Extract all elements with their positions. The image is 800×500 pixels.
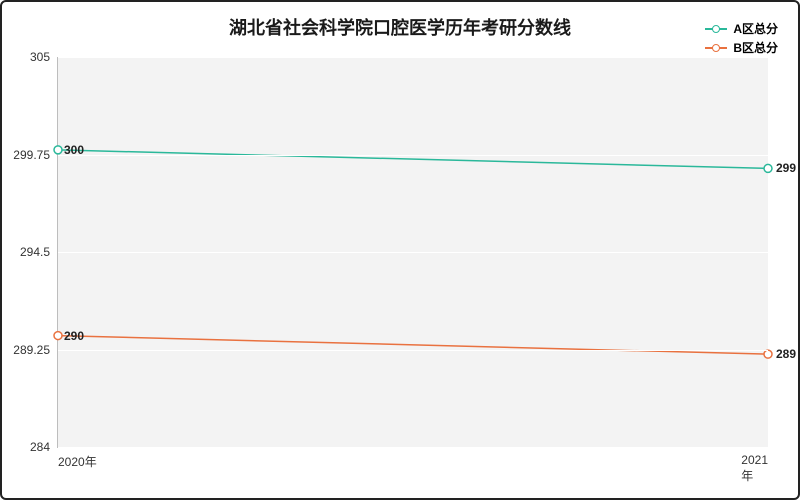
legend-swatch-a: [705, 28, 727, 30]
legend-label-a: A区总分: [733, 20, 778, 37]
point-label: 300: [64, 143, 84, 157]
gridline: [58, 57, 768, 58]
legend-swatch-b: [705, 47, 727, 49]
plot-area: 284289.25294.5299.753052020年2021年3002992…: [57, 57, 768, 448]
series-line: [58, 150, 768, 169]
series-marker: [764, 164, 772, 172]
gridline: [58, 155, 768, 156]
series-marker: [54, 332, 62, 340]
chart-title: 湖北省社会科学院口腔医学历年考研分数线: [2, 14, 798, 40]
series-line: [58, 336, 768, 355]
chart-container: 湖北省社会科学院口腔医学历年考研分数线 A区总分 B区总分 284289.252…: [0, 0, 800, 500]
point-label: 289: [776, 347, 796, 361]
y-tick-label: 305: [30, 50, 58, 64]
x-tick-label: 2021年: [741, 447, 768, 484]
gridline: [58, 350, 768, 351]
y-tick-label: 289.25: [13, 343, 58, 357]
gridline: [58, 252, 768, 253]
legend: A区总分 B区总分: [705, 20, 778, 58]
x-tick-label: 2020年: [58, 447, 97, 470]
y-tick-label: 294.5: [20, 245, 58, 259]
gridline: [58, 447, 768, 448]
point-label: 299: [776, 161, 796, 175]
point-label: 290: [64, 329, 84, 343]
legend-item-a: A区总分: [705, 20, 778, 37]
y-tick-label: 299.75: [13, 148, 58, 162]
legend-item-b: B区总分: [705, 39, 778, 56]
y-tick-label: 284: [30, 440, 58, 454]
series-marker: [764, 350, 772, 358]
legend-label-b: B区总分: [733, 39, 778, 56]
